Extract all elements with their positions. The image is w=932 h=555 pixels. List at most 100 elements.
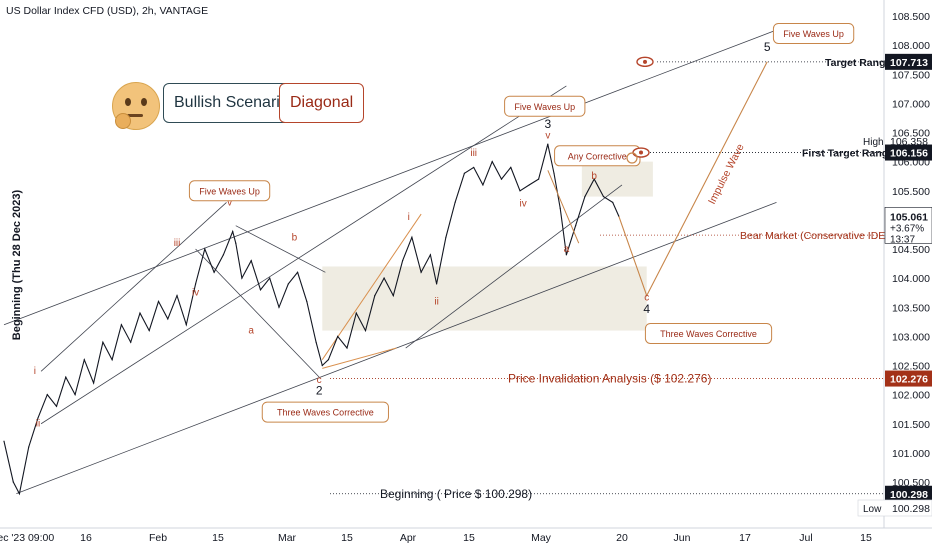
price-point — [120, 324, 123, 326]
eye-pupil — [639, 150, 643, 155]
low-tag-bg — [857, 499, 932, 517]
wave-label: i — [408, 212, 410, 223]
wave-label: a — [248, 325, 254, 336]
price-point — [327, 359, 330, 361]
current-time: 13:37 — [890, 234, 915, 245]
price-point — [176, 295, 178, 297]
price-tag-first-target-bg — [885, 144, 932, 161]
current-price: 105.061 — [890, 211, 928, 223]
high-label: High — [863, 137, 884, 148]
price-point — [269, 277, 271, 279]
price-point — [315, 341, 317, 343]
x-tick-label: Apr — [400, 532, 417, 544]
price-point — [374, 295, 376, 297]
price-point — [473, 166, 475, 169]
x-tick-label: Jul — [799, 532, 812, 544]
x-tick-label: May — [531, 532, 552, 544]
x-tick-label: Jun — [674, 532, 691, 544]
y-tick-label: 107.500 — [892, 69, 930, 81]
level-label-3: Price Invalidation Analysis ($ 102.276) — [508, 372, 711, 386]
wave-label: iv — [520, 198, 527, 209]
high-value: 106.358 — [890, 136, 928, 148]
x-tick-label: 15 — [341, 532, 353, 544]
price-point — [55, 405, 58, 407]
price-point — [93, 382, 95, 384]
price-point — [392, 295, 394, 297]
eye-pupil — [643, 59, 647, 64]
price-point — [528, 184, 530, 186]
callout-text: Any Corrective — [568, 151, 627, 161]
price-point — [383, 277, 385, 279]
y-tick-label: 107.000 — [892, 98, 930, 110]
price-point — [3, 440, 5, 442]
price-tag-target-bg — [885, 53, 932, 70]
wave-label: 4 — [643, 302, 650, 316]
price-point — [204, 248, 206, 250]
current-price-tag-bg — [884, 207, 932, 244]
y-tick-label: 101.000 — [892, 448, 930, 460]
thinking-face-icon — [112, 82, 160, 130]
trend-line-3 — [40, 202, 227, 372]
price-point — [139, 312, 141, 314]
callout-text: Three Waves Corrective — [660, 329, 757, 339]
price-point — [213, 271, 215, 273]
x-tick-label: 17 — [739, 532, 751, 544]
price-tag-beginning-bg — [885, 485, 932, 502]
wave-label: i — [34, 366, 36, 377]
wedge-line-lower — [322, 347, 397, 369]
y-tick-label: 104.000 — [892, 273, 930, 285]
price-point — [185, 324, 187, 326]
price-point — [241, 277, 243, 279]
callout-text: Five Waves Up — [783, 29, 844, 39]
price-point — [547, 143, 549, 145]
price-point — [18, 493, 21, 495]
price-point — [12, 481, 14, 483]
price-point — [565, 254, 567, 256]
low-value: 100.298 — [892, 503, 930, 515]
price-point — [37, 417, 39, 419]
wave-label: 3 — [544, 117, 551, 131]
price-point — [593, 178, 595, 180]
price-point — [83, 359, 85, 361]
price-point — [519, 190, 521, 192]
callout-text: Three Waves Corrective — [277, 408, 374, 418]
y-tick-label: 106.500 — [892, 128, 930, 140]
wave-label: a — [564, 244, 570, 255]
x-tick-label: 15 — [212, 532, 224, 544]
callout-box — [504, 95, 586, 117]
current-change: +3.67% — [890, 223, 924, 234]
price-point — [194, 283, 197, 285]
callout-box — [188, 180, 271, 202]
price-point — [74, 394, 76, 396]
level-label-1: First Target Range — [802, 148, 894, 160]
wave-label: ii — [36, 419, 40, 430]
y-axis-label: Beginning (Thu 28 Dec 2023) — [11, 189, 23, 340]
x-tick-label: 15 — [463, 532, 475, 544]
price-point — [235, 242, 237, 244]
price-point — [537, 178, 540, 180]
price-point — [491, 161, 493, 163]
price-point — [584, 195, 586, 198]
price-axis-panel — [884, 0, 932, 550]
low-label: Low — [863, 504, 882, 515]
wedge-line-upper — [321, 213, 422, 360]
wave-label: c — [644, 292, 649, 303]
price-point — [436, 283, 438, 285]
level-label-4: Beginning ( Price $ 100.298) — [380, 487, 532, 501]
callout-box — [261, 401, 389, 423]
price-tag-invalidation-bg — [885, 370, 932, 387]
y-tick-label: 103.000 — [892, 331, 930, 343]
price-point — [65, 376, 67, 378]
price-tag-beginning: 100.298 — [890, 489, 928, 501]
price-point — [355, 312, 357, 314]
price-point — [337, 335, 339, 337]
price-point — [111, 359, 113, 361]
price-point — [148, 329, 150, 332]
wave-label: c — [317, 375, 322, 386]
price-point — [46, 394, 48, 396]
price-point — [346, 347, 348, 349]
callout-text: Five Waves Up — [514, 102, 575, 112]
price-point — [157, 300, 160, 303]
any-corrective-path — [547, 170, 580, 244]
